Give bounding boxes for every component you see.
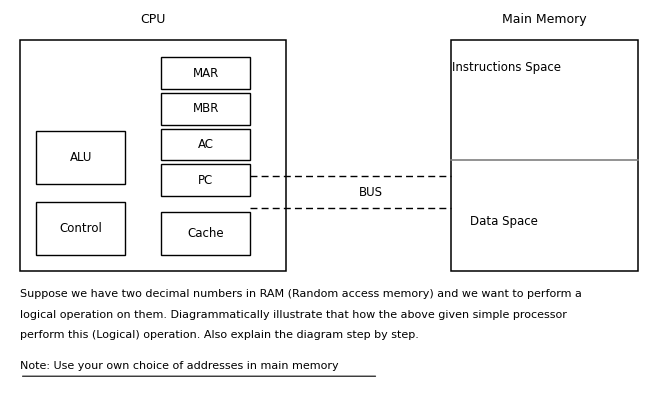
Text: PC: PC	[198, 174, 213, 187]
Text: logical operation on them. Diagrammatically illustrate that how the above given : logical operation on them. Diagrammatica…	[20, 310, 567, 320]
Text: perform this (Logical) operation. Also explain the diagram step by step.: perform this (Logical) operation. Also e…	[20, 330, 418, 340]
Text: MBR: MBR	[192, 103, 219, 115]
FancyBboxPatch shape	[161, 93, 250, 125]
FancyBboxPatch shape	[161, 129, 250, 160]
Text: Data Space: Data Space	[470, 215, 538, 228]
FancyBboxPatch shape	[36, 131, 125, 184]
FancyBboxPatch shape	[36, 202, 125, 255]
Text: MAR: MAR	[193, 67, 218, 80]
Text: CPU: CPU	[140, 13, 166, 26]
FancyBboxPatch shape	[161, 212, 250, 255]
Text: BUS: BUS	[359, 186, 382, 198]
FancyBboxPatch shape	[161, 164, 250, 196]
Text: Instructions Space: Instructions Space	[452, 61, 561, 74]
FancyBboxPatch shape	[451, 40, 638, 271]
Text: Suppose we have two decimal numbers in RAM (Random access memory) and we want to: Suppose we have two decimal numbers in R…	[20, 289, 582, 299]
Text: Control: Control	[59, 222, 102, 235]
Text: Main Memory: Main Memory	[502, 13, 587, 26]
FancyBboxPatch shape	[161, 57, 250, 89]
FancyBboxPatch shape	[20, 40, 286, 271]
Text: Note: Use your own choice of addresses in main memory: Note: Use your own choice of addresses i…	[20, 361, 338, 371]
Text: Cache: Cache	[188, 227, 224, 240]
Text: ALU: ALU	[69, 151, 92, 164]
Text: AC: AC	[197, 138, 214, 151]
